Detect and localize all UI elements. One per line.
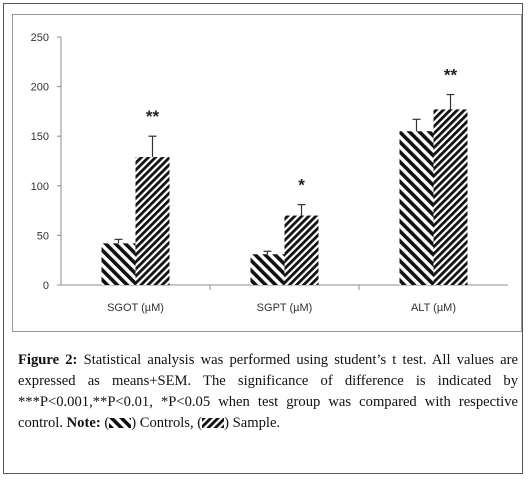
- legend-swatch-controls: [109, 418, 132, 428]
- y-tick-label: 50: [37, 230, 49, 242]
- chart-area: 0 50 100 150 200 250 ** SGOT (µM) * SGPT (µM) ** AL…: [12, 14, 522, 332]
- caption-text: Statistical analysis was performed using…: [18, 352, 518, 431]
- bar-sample: [433, 109, 468, 285]
- figure-frame: 0 50 100 150 200 250 ** SGOT (µM) * SGPT (µM) ** AL…: [3, 3, 523, 474]
- significance-label: **: [146, 107, 160, 126]
- caption-legend-controls: ) Controls, (: [131, 415, 203, 431]
- bar-sample: [284, 215, 319, 285]
- figure-caption: Figure 2: Statistical analysis was perfo…: [18, 350, 518, 434]
- caption-legend-sample: ) Sample.: [224, 415, 281, 431]
- x-tick-label: ALT (µM): [411, 302, 456, 314]
- y-tick-label: 200: [31, 82, 49, 94]
- bar-controls: [399, 131, 434, 285]
- legend-swatch-sample: [202, 418, 225, 428]
- bar-controls: [250, 254, 285, 285]
- bar-controls: [101, 243, 136, 285]
- x-tick-label: SGOT (µM): [107, 302, 164, 314]
- bar-chart: 0 50 100 150 200 250 ** SGOT (µM) * SGPT (µM) ** AL…: [31, 32, 508, 314]
- significance-label: *: [298, 176, 305, 195]
- y-tick-label: 0: [43, 280, 49, 292]
- y-tick-label: 100: [31, 181, 49, 193]
- y-tick-label: 150: [31, 131, 49, 143]
- caption-note-label: Note:: [66, 415, 101, 431]
- caption-figure-label: Figure 2:: [18, 352, 78, 368]
- bar-sample: [135, 157, 170, 285]
- y-tick-label: 250: [31, 32, 49, 44]
- significance-label: **: [444, 66, 458, 85]
- caption-legend-open: (: [100, 415, 110, 431]
- x-tick-label: SGPT (µM): [257, 302, 313, 314]
